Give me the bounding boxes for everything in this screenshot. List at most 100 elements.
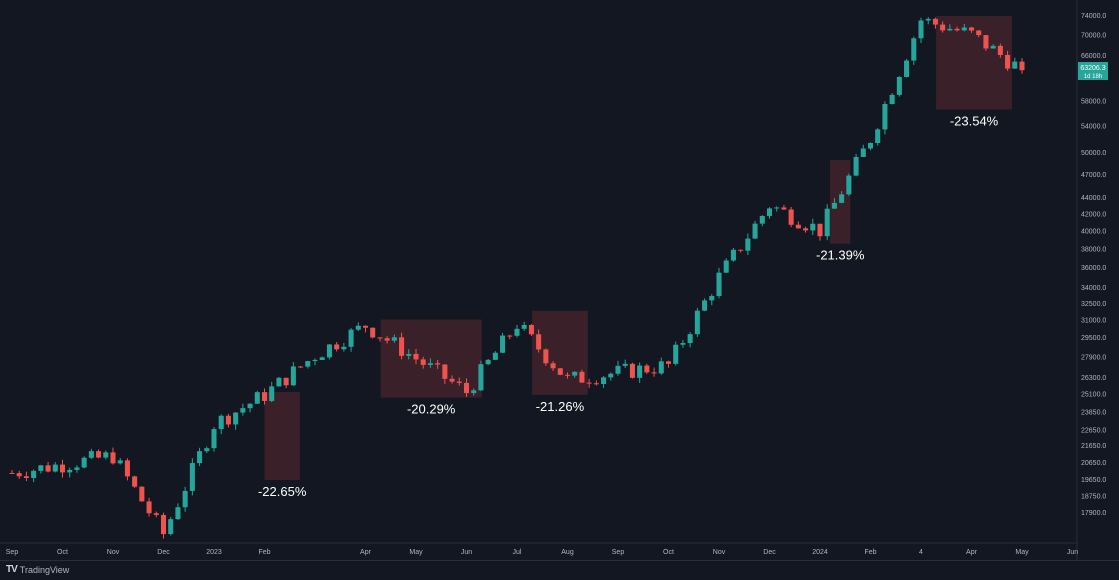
candle-body	[1005, 54, 1011, 69]
candle-body	[824, 208, 830, 237]
x-tick-label: Sep	[6, 549, 19, 556]
candle-body	[752, 223, 758, 239]
x-tick-label: Feb	[258, 549, 270, 556]
candle-body	[911, 38, 917, 61]
candle-body	[644, 365, 650, 373]
candle-body	[536, 334, 542, 350]
candle-body	[709, 296, 715, 301]
candle-body	[514, 328, 520, 336]
candle-body	[983, 35, 989, 49]
y-tick-label: 22650.0	[1081, 427, 1106, 434]
x-tick-label: 2023	[206, 549, 222, 556]
y-tick-label: 36000.0	[1081, 265, 1106, 272]
candle-body	[463, 382, 470, 394]
drawdown-label: -21.39%	[816, 248, 865, 263]
y-tick-label: 50000.0	[1081, 150, 1106, 157]
brand-label: TradingView	[19, 564, 70, 575]
candle-body	[803, 228, 809, 231]
candle-body	[377, 337, 383, 339]
candle-body	[997, 45, 1003, 55]
y-tick-label: 32500.0	[1081, 301, 1106, 308]
x-tick-label: 2024	[812, 549, 828, 556]
candle-body	[67, 469, 73, 473]
candle-body	[110, 452, 116, 464]
candle-body	[932, 18, 938, 25]
candle-body	[608, 373, 614, 378]
candle-body	[896, 76, 902, 95]
candle-body	[413, 353, 419, 360]
candle-body	[990, 45, 996, 49]
candle-body	[1019, 61, 1025, 71]
candle-body	[204, 448, 210, 452]
candle-body	[846, 175, 852, 195]
candle-body	[976, 30, 982, 36]
candle-body	[478, 364, 484, 391]
candle-body	[694, 310, 700, 335]
x-tick-label: Dec	[763, 549, 776, 556]
x-tick-label: Apr	[966, 549, 978, 556]
drawdown-label: -20.29%	[407, 402, 456, 417]
candle-body	[334, 344, 340, 350]
tradingview-logo-icon: TV	[6, 564, 18, 575]
candle-body	[427, 363, 433, 365]
y-tick-label: 18750.0	[1081, 494, 1106, 501]
y-tick-label: 31000.0	[1081, 318, 1106, 325]
y-tick-label: 38000.0	[1081, 246, 1106, 253]
candle-body	[139, 486, 145, 502]
candle-body	[810, 223, 816, 231]
y-tick-label: 20650.0	[1081, 460, 1106, 467]
candle-body	[74, 467, 80, 470]
candle-body	[182, 490, 188, 508]
candle-body	[651, 372, 657, 374]
candle-body	[622, 363, 628, 366]
candle-body	[406, 353, 412, 356]
candle-body	[961, 27, 967, 31]
candle-body	[124, 460, 130, 477]
x-tick-label: Apr	[360, 549, 372, 556]
y-tick-label: 27900.0	[1081, 354, 1106, 361]
x-tick-label: Feb	[864, 549, 876, 556]
candle-body	[435, 363, 441, 365]
candle-body	[153, 513, 159, 515]
drawdown-label: -23.54%	[950, 113, 999, 128]
y-tick-label: 74000.0	[1081, 13, 1106, 20]
candle-body	[485, 359, 491, 365]
candle-body	[601, 377, 607, 385]
candle-body	[557, 368, 563, 375]
candle-body	[658, 361, 664, 374]
candle-body	[225, 415, 231, 425]
candle-body	[211, 429, 217, 449]
candle-body	[817, 223, 823, 237]
y-tick-label: 19650.0	[1081, 477, 1106, 484]
drawdown-box[interactable]	[936, 15, 1012, 110]
candle-body	[132, 476, 138, 487]
candle-body	[730, 249, 736, 261]
candle-body	[312, 359, 318, 362]
candle-body	[665, 361, 672, 364]
candle-body	[341, 346, 347, 350]
candle-body	[384, 338, 390, 341]
candle-body	[1012, 61, 1018, 69]
y-tick-label: 47000.0	[1081, 172, 1106, 179]
candle-body	[543, 349, 549, 364]
candle-body	[305, 361, 311, 367]
x-tick-label: Jul	[513, 549, 522, 556]
x-tick-label: 4	[919, 549, 923, 556]
candle-body	[637, 365, 643, 378]
candlestick-series	[9, 17, 1025, 539]
candle-body	[687, 334, 693, 344]
y-tick-label: 26300.0	[1081, 375, 1106, 382]
candle-body	[680, 343, 686, 345]
candle-body	[146, 501, 152, 514]
drawdown-box[interactable]	[532, 310, 588, 395]
candle-body	[240, 408, 246, 413]
candle-body	[290, 366, 296, 386]
candle-body	[788, 209, 794, 225]
tradingview-brand[interactable]: TV TradingView	[6, 564, 69, 575]
price-axis: 74000.070000.066000.062000.058000.054000…	[1081, 13, 1106, 517]
candle-body	[59, 464, 66, 473]
drawdown-box[interactable]	[264, 392, 300, 481]
candle-body	[23, 476, 29, 478]
x-tick-label: Nov	[713, 549, 726, 556]
